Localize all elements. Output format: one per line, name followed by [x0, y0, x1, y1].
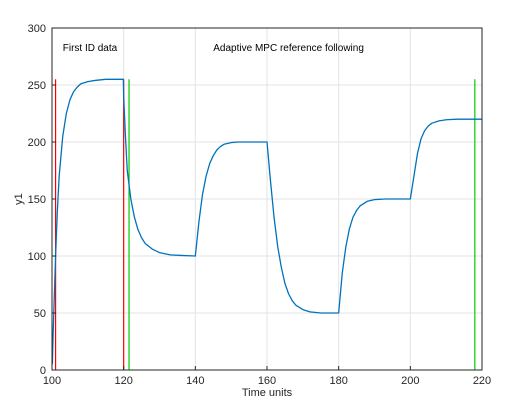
- y-tick-label: 250: [28, 80, 46, 92]
- y-tick-label: 50: [34, 308, 46, 320]
- x-tick-label: 100: [43, 375, 61, 387]
- annotation-text: Adaptive MPC reference following: [213, 43, 364, 54]
- x-tick-label: 220: [473, 375, 491, 387]
- series-lines: [51, 78, 482, 365]
- y-tick-label: 300: [28, 23, 46, 35]
- y-axis-ticks: 0 50 100 150 200 250 300: [28, 23, 56, 377]
- annotations: First ID data Adaptive MPC reference foll…: [63, 43, 364, 54]
- annotation-text: First ID data: [63, 43, 118, 54]
- x-axis-label: Time units: [242, 387, 293, 399]
- y-tick-label: 150: [28, 194, 46, 206]
- y-tick-label: 200: [28, 137, 46, 149]
- series-line: [51, 78, 482, 365]
- vertical-markers: [54, 79, 476, 370]
- x-tick-label: 180: [329, 375, 347, 387]
- x-axis-ticks: 100 120 140 160 180 200 220: [43, 366, 491, 387]
- y-tick-label: 100: [28, 251, 46, 263]
- x-tick-label: 120: [114, 375, 132, 387]
- x-tick-label: 160: [258, 375, 276, 387]
- y-tick-label: 0: [40, 365, 46, 377]
- x-tick-label: 200: [401, 375, 419, 387]
- y-axis-label: y1: [13, 193, 25, 205]
- x-tick-label: 140: [186, 375, 204, 387]
